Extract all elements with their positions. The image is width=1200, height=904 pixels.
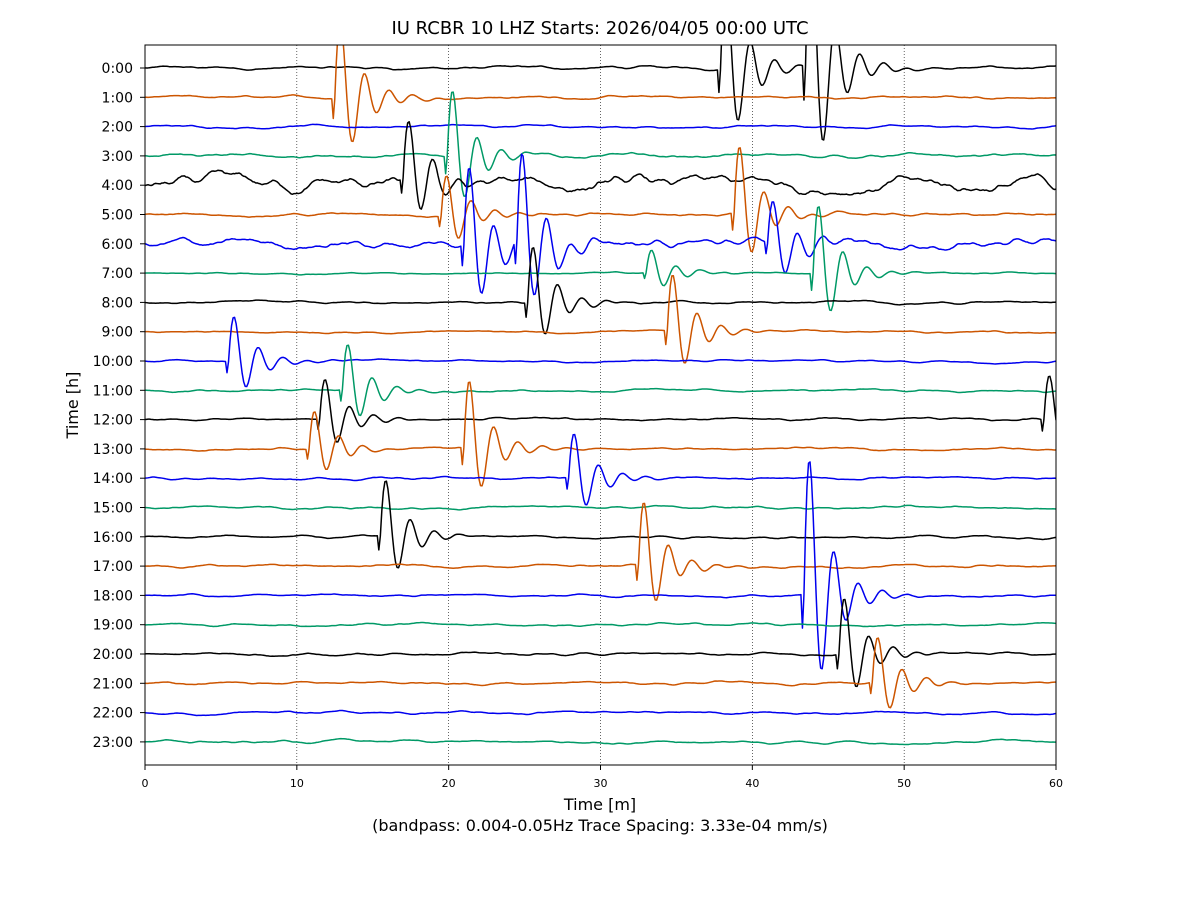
trace-20-00: [145, 598, 1056, 688]
y-tick-label: 1:00: [102, 90, 133, 106]
y-tick-label: 4:00: [102, 178, 133, 194]
y-tick-label: 10:00: [93, 354, 133, 370]
y-tick-label: 13:00: [93, 442, 133, 458]
trace-21-00: [145, 637, 1056, 709]
y-tick-label: 23:00: [93, 735, 133, 751]
x-tick-label: 10: [290, 777, 304, 790]
trace-9-00: [145, 275, 1056, 364]
trace-19-00: [145, 621, 1056, 628]
y-tick-label: 12:00: [93, 413, 133, 429]
trace-10-00: [145, 316, 1056, 388]
y-tick-label: 21:00: [93, 676, 133, 692]
y-tick-label: 6:00: [102, 237, 133, 253]
x-tick-label: 50: [897, 777, 911, 790]
y-tick-label: 22:00: [93, 706, 133, 722]
x-tick-label: 60: [1049, 777, 1063, 790]
trace-14-00: [145, 433, 1056, 506]
x-axis-ticks: 0 10 20 30 40 50 60: [142, 765, 1063, 790]
trace-3-00: [145, 91, 1056, 198]
trace-17-00: [145, 502, 1056, 601]
trace-23-00: [145, 737, 1056, 746]
chart-title: IU RCBR 10 LHZ Starts: 2026/04/05 00:00 …: [391, 18, 808, 39]
y-tick-label: 7:00: [102, 266, 133, 282]
y-tick-label: 9:00: [102, 325, 133, 341]
y-tick-label: 5:00: [102, 208, 133, 224]
trace-13-00: [145, 381, 1056, 487]
x-axis-label: Time [m]: [563, 795, 636, 814]
trace-4-00: [145, 121, 1056, 210]
trace-15-00: [145, 504, 1056, 511]
y-tick-label: 15:00: [93, 501, 133, 517]
trace-7-00: [145, 206, 1056, 312]
trace-0-00: [145, 45, 1056, 141]
trace-12-00: [145, 375, 1056, 443]
y-tick-label: 3:00: [102, 149, 133, 165]
x-tick-label: 20: [442, 777, 456, 790]
trace-5-00: [145, 147, 1056, 253]
trace-16-00: [145, 480, 1056, 569]
y-axis-label: Time [h]: [63, 372, 82, 440]
trace-22-00: [145, 709, 1056, 717]
y-tick-label: 20:00: [93, 647, 133, 663]
y-tick-label: 11:00: [93, 383, 133, 399]
trace-2-00: [145, 123, 1056, 130]
y-axis-ticks: 0:00 1:00 2:00 3:00 4:00 5:00 6:00 7:00 8:00 9:00…: [93, 61, 145, 751]
x-grid: [296, 45, 905, 765]
trace-8-00: [145, 247, 1056, 335]
x-tick-label: 0: [142, 777, 149, 790]
y-tick-label: 0:00: [102, 61, 133, 77]
trace-18-00: [145, 461, 1056, 670]
y-tick-label: 2:00: [102, 120, 133, 136]
trace-11-00: [145, 344, 1056, 417]
trace-1-00: [145, 45, 1056, 143]
trace-6-00: [145, 153, 1056, 296]
y-tick-label: 18:00: [93, 588, 133, 604]
y-tick-label: 8:00: [102, 295, 133, 311]
y-tick-label: 17:00: [93, 559, 133, 575]
x-tick-label: 30: [594, 777, 608, 790]
y-tick-label: 14:00: [93, 471, 133, 487]
y-tick-label: 16:00: [93, 530, 133, 546]
x-tick-label: 40: [745, 777, 759, 790]
y-tick-label: 19:00: [93, 618, 133, 634]
traces: [145, 45, 1056, 746]
footer-note: (bandpass: 0.004-0.05Hz Trace Spacing: 3…: [372, 816, 828, 835]
